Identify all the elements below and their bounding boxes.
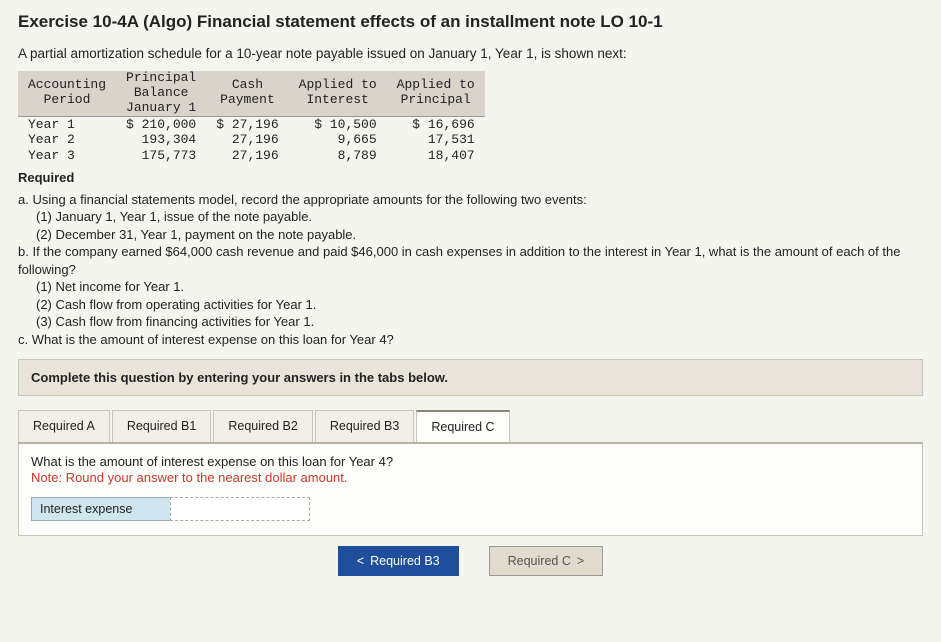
tab-content-required-c: What is the amount of interest expense o…	[18, 444, 923, 537]
tab-required-c[interactable]: Required C	[416, 410, 509, 442]
table-row: Year 3175,77327,1968,78918,407	[18, 148, 485, 164]
question-b: b. If the company earned $64,000 cash re…	[18, 243, 923, 278]
interest-expense-input[interactable]	[170, 497, 310, 521]
table-row: Year 2193,30427,1969,66517,531	[18, 132, 485, 148]
amortization-table: AccountingPeriod PrincipalBalanceJanuary…	[18, 71, 485, 164]
prev-button[interactable]: < Required B3	[338, 546, 459, 576]
col-interest: Applied toInterest	[289, 71, 387, 116]
question-a2: (2) December 31, Year 1, payment on the …	[36, 226, 923, 244]
col-principal: Applied toPrincipal	[387, 71, 485, 116]
chevron-left-icon: <	[357, 554, 364, 568]
question-b3: (3) Cash flow from financing activities …	[36, 313, 923, 331]
tab-bar: Required A Required B1 Required B2 Requi…	[18, 410, 923, 444]
next-label: Required C	[508, 554, 571, 568]
interest-expense-label: Interest expense	[31, 497, 171, 521]
question-list: a. Using a financial statements model, r…	[18, 191, 923, 349]
prev-label: Required B3	[370, 554, 440, 568]
chevron-right-icon: >	[577, 554, 584, 568]
required-label: Required	[18, 170, 923, 185]
col-balance: PrincipalBalanceJanuary 1	[116, 71, 206, 116]
tab-required-a[interactable]: Required A	[18, 410, 110, 442]
exercise-title: Exercise 10-4A (Algo) Financial statemen…	[18, 12, 923, 32]
next-button[interactable]: Required C >	[489, 546, 604, 576]
tab-required-b1[interactable]: Required B1	[112, 410, 212, 442]
intro-text: A partial amortization schedule for a 10…	[18, 46, 923, 61]
question-b2: (2) Cash flow from operating activities …	[36, 296, 923, 314]
tab-required-b3[interactable]: Required B3	[315, 410, 415, 442]
question-a1: (1) January 1, Year 1, issue of the note…	[36, 208, 923, 226]
tab-prompt: What is the amount of interest expense o…	[31, 454, 910, 488]
tab-required-b2[interactable]: Required B2	[213, 410, 313, 442]
question-a: a. Using a financial statements model, r…	[18, 191, 923, 209]
question-c: c. What is the amount of interest expens…	[18, 331, 923, 349]
question-b1: (1) Net income for Year 1.	[36, 278, 923, 296]
complete-prompt: Complete this question by entering your …	[18, 359, 923, 396]
table-row: Year 1$ 210,000$ 27,196$ 10,500$ 16,696	[18, 116, 485, 132]
rounding-note: Note: Round your answer to the nearest d…	[31, 470, 348, 485]
col-period: AccountingPeriod	[18, 71, 116, 116]
nav-buttons: < Required B3 Required C >	[18, 546, 923, 576]
col-payment: CashPayment	[206, 71, 288, 116]
